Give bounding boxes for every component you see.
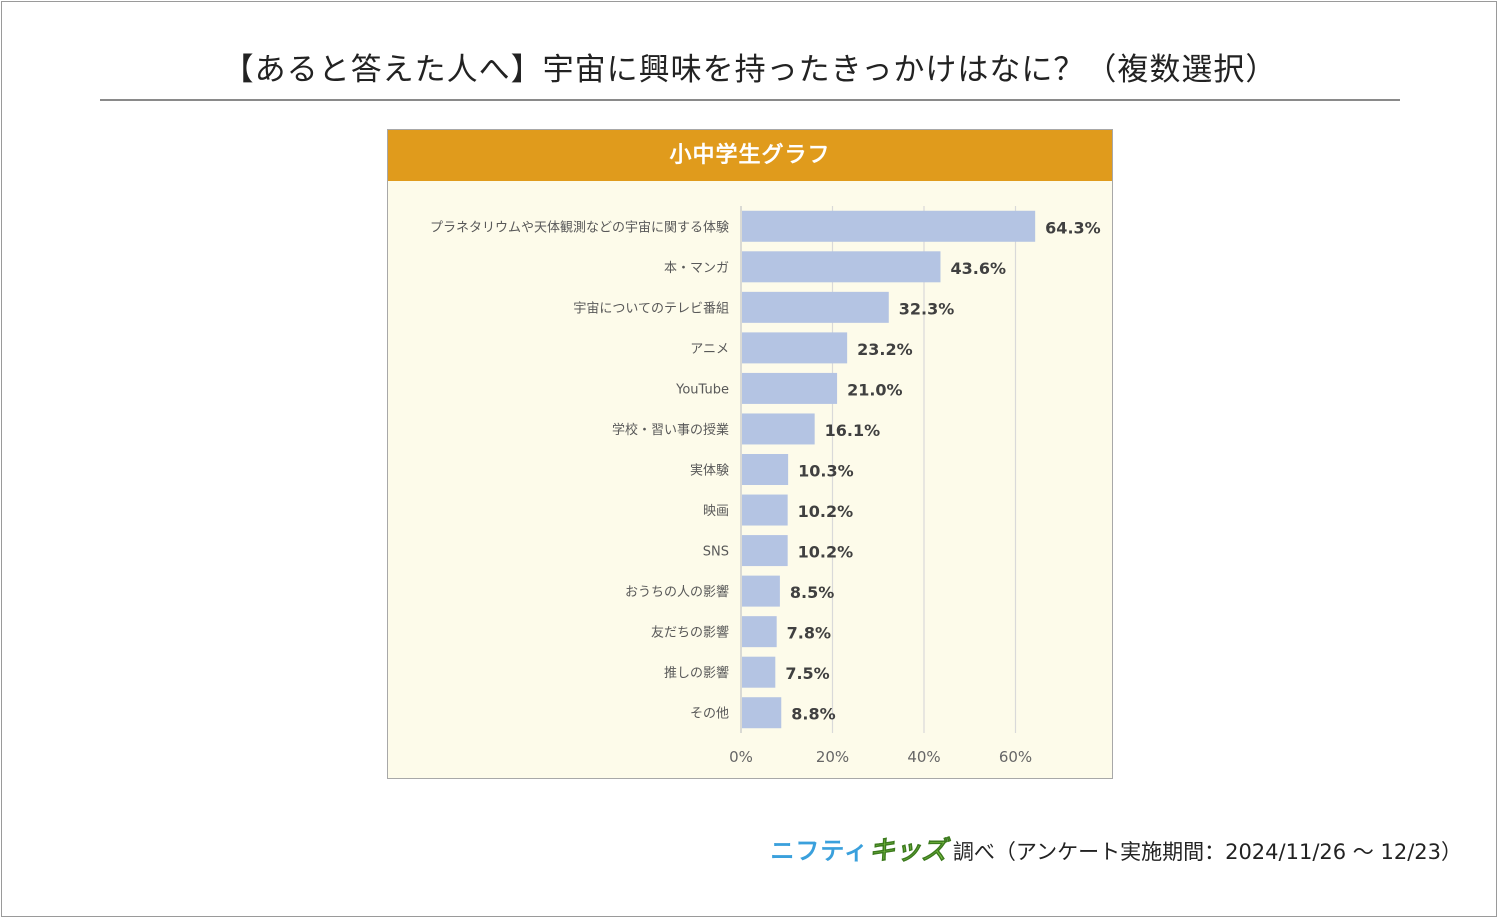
category-label: 実体験 [690,463,729,479]
data-label: 16.1% [825,421,881,440]
x-tick-label: 60% [999,748,1032,766]
x-tick-label: 0% [729,748,753,766]
data-label: 10.3% [798,462,854,481]
bar [742,210,1036,242]
page-title: 【あると答えた人へ】宇宙に興味を持ったきっかけはなに？（複数選択） [222,52,1278,88]
category-label: YouTube [675,382,729,397]
category-label: 宇宙についてのテレビ番組 [573,301,729,316]
data-label: 10.2% [798,543,854,562]
category-label: その他 [690,707,729,722]
category-label: 学校・習い事の授業 [612,422,729,438]
title-divider [100,99,1400,101]
logo-text-kids: キッズ [868,836,948,867]
bar [742,372,838,404]
data-label: 21.0% [847,380,903,399]
category-label: 友だちの影響 [651,625,729,641]
x-tick-label: 40% [907,748,940,766]
bar [742,494,788,526]
category-label: 映画 [703,504,729,519]
category-label: アニメ [690,342,729,357]
bar-chart: 0% 20% 40% 60% プラネタリウムや天体観測などの宇宙に関する体験 64.3% 本… [430,206,1101,766]
category-label: 本・マンガ [664,261,729,276]
data-label: 7.8% [787,624,831,643]
source-note: 調べ（アンケート実施期間：2024/11/26 ～ 12/23） [952,840,1462,864]
chart-title: 小中学生グラフ [388,130,1112,181]
data-label: 32.3% [899,299,955,318]
logo-text-nifty: ニフティ [770,837,869,865]
data-label: 10.2% [798,502,854,521]
footer-credit: ニフティ キッズ 調べ（アンケート実施期間：2024/11/26 ～ 12/23… [770,830,1462,867]
bar [742,575,780,607]
x-tick-label: 20% [816,748,849,766]
category-label: 推しの影響 [664,665,729,681]
bar [742,291,889,323]
bar [742,454,789,485]
data-label: 8.8% [791,705,835,724]
bar [742,697,782,729]
bar [742,251,941,283]
bar [742,332,848,364]
bar [742,413,815,445]
category-label: SNS [703,545,729,560]
data-label: 23.2% [857,340,913,359]
category-label: プラネタリウムや天体観測などの宇宙に関する体験 [430,220,729,235]
bar [742,616,777,648]
data-label: 7.5% [785,664,829,683]
chart-panel: 小中学生グラフ 0% 20% 40% 60% プラネタリウムや天体観測などの宇宙に関する… [387,129,1113,779]
data-label: 43.6% [950,259,1006,278]
category-label: おうちの人の影響 [625,584,729,600]
bar [742,535,788,567]
data-label: 8.5% [790,583,834,602]
bar [742,656,776,688]
data-label: 64.3% [1045,218,1101,237]
